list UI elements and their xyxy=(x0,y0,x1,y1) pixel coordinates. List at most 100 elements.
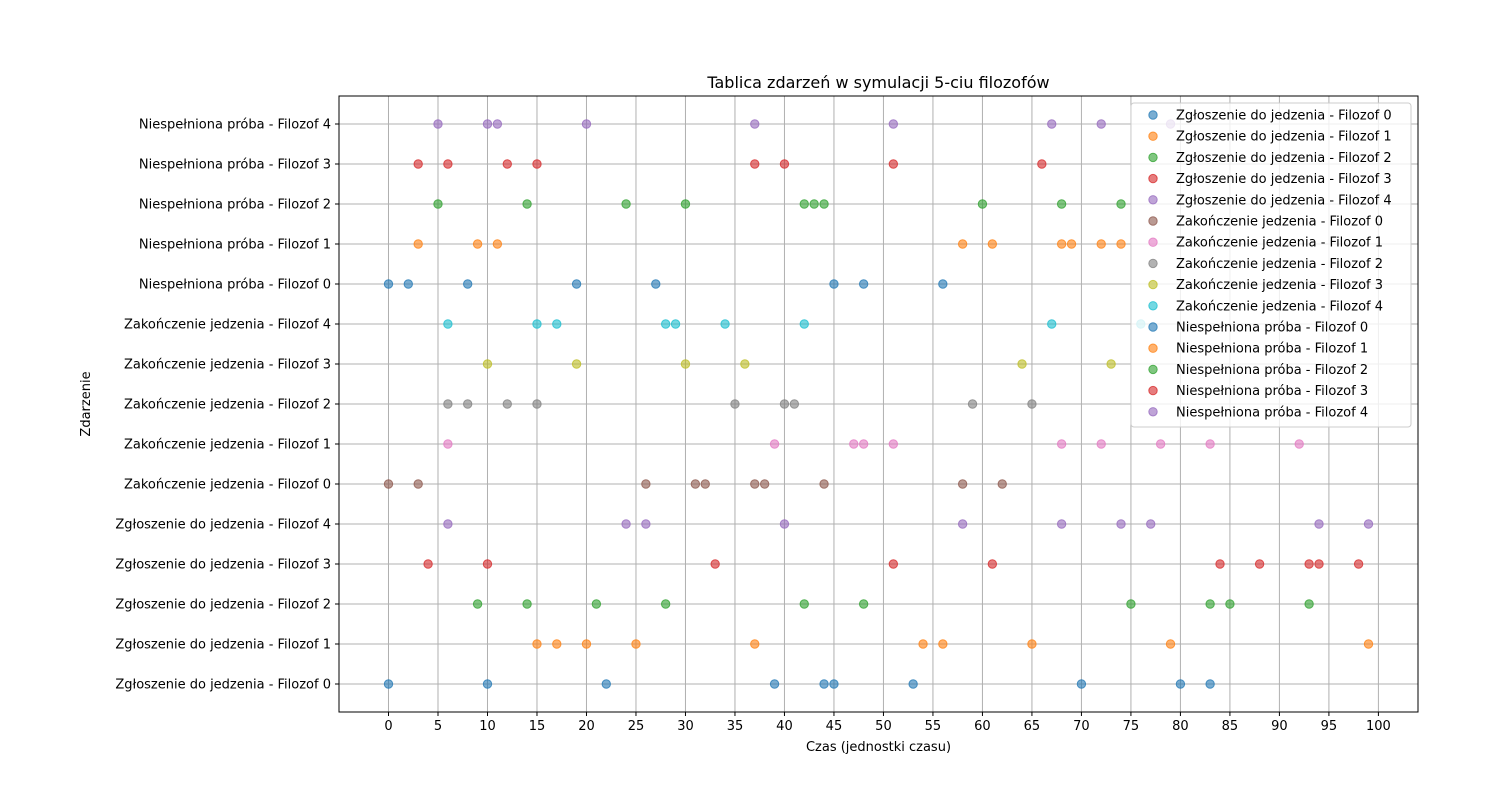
legend-entry-label: Niespełniona próba - Filozof 0 xyxy=(1176,321,1368,336)
y-tick-label: Niespełniona próba - Filozof 3 xyxy=(139,158,331,173)
data-point xyxy=(1304,599,1314,609)
y-tick-label: Zgłoszenie do jedzenia - Filozof 4 xyxy=(115,518,331,533)
data-point xyxy=(1116,199,1126,209)
data-point xyxy=(1106,359,1116,369)
data-point xyxy=(1353,559,1364,569)
data-point xyxy=(482,679,493,689)
data-point xyxy=(779,399,790,409)
legend-marker xyxy=(1148,322,1158,332)
y-tick-label: Niespełniona próba - Filozof 2 xyxy=(139,198,331,213)
data-point xyxy=(482,119,493,129)
data-point xyxy=(1215,559,1225,569)
legend-entry-label: Zgłoszenie do jedzenia - Filozof 2 xyxy=(1176,151,1392,166)
data-point xyxy=(1076,679,1087,689)
data-point xyxy=(908,679,918,689)
data-point xyxy=(819,679,829,689)
data-point xyxy=(641,519,651,529)
x-tick-label: 5 xyxy=(434,719,442,734)
data-point xyxy=(660,319,671,329)
legend-marker xyxy=(1148,385,1158,396)
data-point xyxy=(799,599,809,609)
data-point xyxy=(1017,359,1027,369)
data-point xyxy=(591,599,602,609)
data-point xyxy=(502,399,512,409)
data-point xyxy=(740,359,750,369)
data-point xyxy=(423,559,433,569)
x-tick-label: 85 xyxy=(1222,719,1239,734)
legend-entry-label: Niespełniona próba - Filozof 1 xyxy=(1176,342,1368,357)
legend-entry-label: Zgłoszenie do jedzenia - Filozof 3 xyxy=(1176,172,1392,187)
legend: Zgłoszenie do jedzenia - Filozof 0 Zgłosz… xyxy=(1130,102,1412,428)
legend-entry-label: Zgłoszenie do jedzenia - Filozof 4 xyxy=(1176,193,1392,208)
data-point xyxy=(433,199,443,209)
legend-entry-label: Zakończenie jedzenia - Filozof 3 xyxy=(1176,278,1383,293)
legend-box xyxy=(1130,102,1412,428)
data-point xyxy=(759,479,770,489)
x-tick-label: 65 xyxy=(1024,719,1041,734)
legend-marker xyxy=(1148,407,1158,417)
data-point xyxy=(413,159,423,169)
data-point xyxy=(918,639,928,649)
data-point xyxy=(769,439,780,449)
legend-entry-label: Niespełniona próba - Filozof 3 xyxy=(1176,384,1368,399)
data-point xyxy=(799,319,809,329)
legend-entry-label: Zgłoszenie do jedzenia - Filozof 0 xyxy=(1176,109,1392,124)
data-point xyxy=(1116,519,1126,529)
data-point xyxy=(621,519,631,529)
x-tick-label: 10 xyxy=(479,719,496,734)
data-point xyxy=(1304,559,1314,569)
data-point xyxy=(443,439,453,449)
data-point xyxy=(443,159,453,169)
data-point xyxy=(858,279,869,289)
legend-entry-label: Niespełniona próba - Filozof 2 xyxy=(1176,363,1368,378)
data-point xyxy=(750,479,760,489)
legend-marker xyxy=(1148,110,1158,120)
data-point xyxy=(482,359,493,369)
data-point xyxy=(1066,239,1077,249)
chart-title: Tablica zdarzeń w symulacji 5-ciu filozo… xyxy=(706,73,1049,92)
x-tick-label: 80 xyxy=(1172,719,1189,734)
y-tick-label: Zgłoszenie do jedzenia - Filozof 1 xyxy=(115,638,331,653)
data-point xyxy=(660,599,671,609)
legend-entry-label: Niespełniona próba - Filozof 4 xyxy=(1176,405,1368,420)
data-point xyxy=(532,639,542,649)
data-point xyxy=(710,559,720,569)
data-point xyxy=(987,239,998,249)
data-point xyxy=(720,319,730,329)
x-tick-label: 25 xyxy=(628,719,645,734)
data-point xyxy=(799,199,809,209)
legend-marker xyxy=(1148,131,1158,141)
x-tick-label: 60 xyxy=(974,719,991,734)
data-point xyxy=(987,559,998,569)
data-point xyxy=(1155,439,1166,449)
legend-marker xyxy=(1148,364,1158,375)
y-tick-label: Zgłoszenie do jedzenia - Filozof 2 xyxy=(115,598,331,613)
data-point xyxy=(482,559,493,569)
data-point xyxy=(938,279,948,289)
data-point xyxy=(1205,439,1215,449)
data-point xyxy=(383,479,394,489)
data-point xyxy=(858,439,869,449)
y-tick-label: Zakończenie jedzenia - Filozof 4 xyxy=(124,318,331,333)
data-point xyxy=(967,399,978,409)
data-point xyxy=(750,639,760,649)
legend-entry-label: Zakończenie jedzenia - Filozof 2 xyxy=(1176,257,1383,272)
data-point xyxy=(1126,599,1136,609)
legend-marker xyxy=(1148,152,1158,163)
data-point xyxy=(552,319,562,329)
data-point xyxy=(997,479,1007,489)
data-point xyxy=(472,599,483,609)
x-axis-label: Czas (jednostki czasu) xyxy=(806,740,951,755)
data-point xyxy=(502,159,512,169)
x-tick-label: 50 xyxy=(875,719,892,734)
data-point xyxy=(1314,559,1324,569)
data-point xyxy=(1363,519,1374,529)
data-point xyxy=(938,639,948,649)
x-tick-label: 20 xyxy=(578,719,595,734)
y-tick-label: Zakończenie jedzenia - Filozof 3 xyxy=(124,358,331,373)
data-point xyxy=(1205,679,1215,689)
y-tick-label: Niespełniona próba - Filozof 1 xyxy=(139,238,331,253)
data-point xyxy=(403,279,413,289)
data-point xyxy=(888,559,899,569)
data-point xyxy=(443,399,453,409)
